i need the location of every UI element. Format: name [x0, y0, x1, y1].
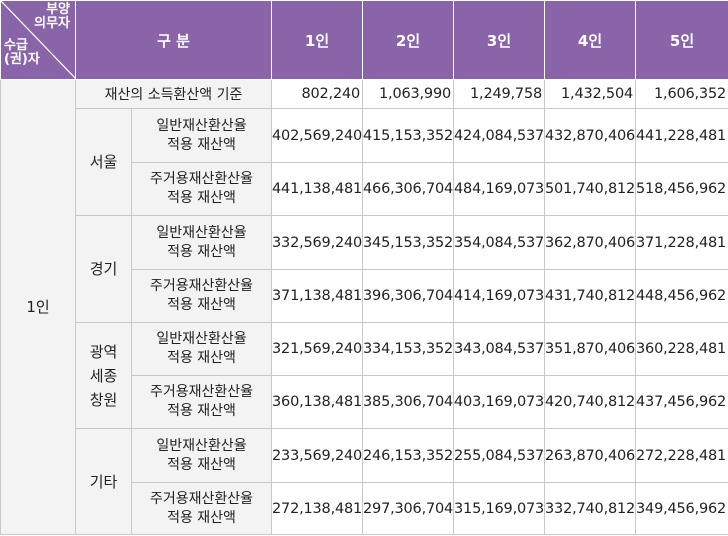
- table-cell: 371,228,481: [635, 215, 728, 270]
- table-cell: 432,870,406: [544, 108, 637, 163]
- row-label: 주거용재산환산율 적용 재산액: [130, 375, 273, 429]
- table-cell: 1,063,990: [362, 79, 455, 109]
- table-cell: 332,740,812: [544, 482, 637, 535]
- table-cell: 424,084,537: [453, 108, 546, 163]
- table-cell: 321,569,240: [271, 322, 364, 376]
- table-cell: 334,153,352: [362, 322, 455, 376]
- table-cell: 396,306,704: [362, 269, 455, 323]
- diagonal-line: [1, 1, 76, 79]
- row-label: 일반재산환산율 적용 재산액: [130, 428, 273, 483]
- table-cell: 431,740,812: [544, 269, 637, 323]
- table-cell: 272,138,481: [271, 482, 364, 535]
- table-cell: 362,870,406: [544, 215, 637, 270]
- table-cell: 233,569,240: [271, 428, 364, 483]
- table-cell: 272,228,481: [635, 428, 728, 483]
- row-label: 일반재산환산율 적용 재산액: [130, 108, 273, 163]
- table-row: 광역 세종 창원 일반재산환산율 적용 재산액 321,569,240 334,…: [1, 322, 728, 429]
- table-cell: 403,169,073: [453, 375, 546, 429]
- table-cell: 255,084,537: [453, 428, 546, 483]
- table-cell: 1,432,504: [544, 79, 637, 109]
- table-cell: 1,249,758: [453, 79, 546, 109]
- table-row: 서울 일반재산환산율 적용 재산액 402,569,240 415,153,35…: [1, 108, 728, 216]
- diagonal-header-cell: 부양 의무자 수급 (권)자: [0, 0, 76, 80]
- column-header: 1인: [271, 0, 364, 80]
- column-header: 2인: [362, 0, 455, 80]
- table-cell: 518,456,962: [635, 162, 728, 216]
- table-cell: 415,153,352: [362, 108, 455, 163]
- region-cell: 서울: [75, 108, 132, 216]
- table-cell: 345,153,352: [362, 215, 455, 270]
- table-cell: 354,084,537: [453, 215, 546, 270]
- row-label: 일반재산환산율 적용 재산액: [130, 322, 273, 376]
- table-cell: 246,153,352: [362, 428, 455, 483]
- table-cell: 466,306,704: [362, 162, 455, 216]
- table-cell: 315,169,073: [453, 482, 546, 535]
- table-cell: 297,306,704: [362, 482, 455, 535]
- region-cell: 기타: [75, 428, 132, 535]
- column-header: 4인: [544, 0, 637, 80]
- table-cell: 385,306,704: [362, 375, 455, 429]
- table-cell: 360,138,481: [271, 375, 364, 429]
- table-cell: 484,169,073: [453, 162, 546, 216]
- row-label: 주거용재산환산율 적용 재산액: [130, 482, 273, 535]
- table-cell: 501,740,812: [544, 162, 637, 216]
- table-cell: 420,740,812: [544, 375, 637, 429]
- table-cell: 414,169,073: [453, 269, 546, 323]
- table-row: 주거용재산환산율 적용 재산액 360,138,481 385,306,704 …: [1, 375, 728, 429]
- table-cell: 360,228,481: [635, 322, 728, 376]
- table-row: 주거용재산환산율 적용 재산액 441,138,481 466,306,704 …: [1, 162, 728, 216]
- row-label: 주거용재산환산율 적용 재산액: [130, 269, 273, 323]
- table-row: 경기 일반재산환산율 적용 재산액 332,569,240 345,153,35…: [1, 215, 728, 323]
- table-cell: 802,240: [271, 79, 364, 109]
- table-cell: 332,569,240: [271, 215, 364, 270]
- table-cell: 1,606,352: [635, 79, 728, 109]
- column-header: 3인: [453, 0, 546, 80]
- table-row: 주거용재산환산율 적용 재산액 272,138,481 297,306,704 …: [1, 482, 728, 535]
- table-cell: 263,870,406: [544, 428, 637, 483]
- table-cell: 343,084,537: [453, 322, 546, 376]
- row-label: 주거용재산환산율 적용 재산액: [130, 162, 273, 216]
- region-cell: 경기: [75, 215, 132, 323]
- income-conversion-label: 재산의 소득환산액 기준: [74, 79, 273, 109]
- row-label: 일반재산환산율 적용 재산액: [130, 215, 273, 270]
- table-cell: 441,228,481: [635, 108, 728, 163]
- table-cell: 402,569,240: [271, 108, 364, 163]
- table-row: 기타 일반재산환산율 적용 재산액 233,569,240 246,153,35…: [1, 428, 728, 535]
- table-cell: 351,870,406: [544, 322, 637, 376]
- table-cell: 441,138,481: [271, 162, 364, 216]
- header-row: 부양 의무자 수급 (권)자 구 분 1인 2인 3인 4인 5인: [0, 0, 728, 80]
- region-cell: 광역 세종 창원: [75, 322, 132, 429]
- table-cell: 448,456,962: [635, 269, 728, 323]
- household-size-group: 1인: [0, 79, 76, 535]
- column-header: 5인: [635, 0, 728, 80]
- table-row: 주거용재산환산율 적용 재산액 371,138,481 396,306,704 …: [1, 269, 728, 323]
- table-cell: 437,456,962: [635, 375, 728, 429]
- category-header: 구 분: [74, 0, 273, 80]
- table-cell: 349,456,962: [635, 482, 728, 535]
- income-conversion-row: 1인 재산의 소득환산액 기준 802,240 1,063,990 1,249,…: [0, 79, 728, 535]
- table-cell: 371,138,481: [271, 269, 364, 323]
- dependent-obligor-label: 부양 의무자: [34, 2, 70, 31]
- recipient-label: 수급 (권)자: [4, 38, 40, 67]
